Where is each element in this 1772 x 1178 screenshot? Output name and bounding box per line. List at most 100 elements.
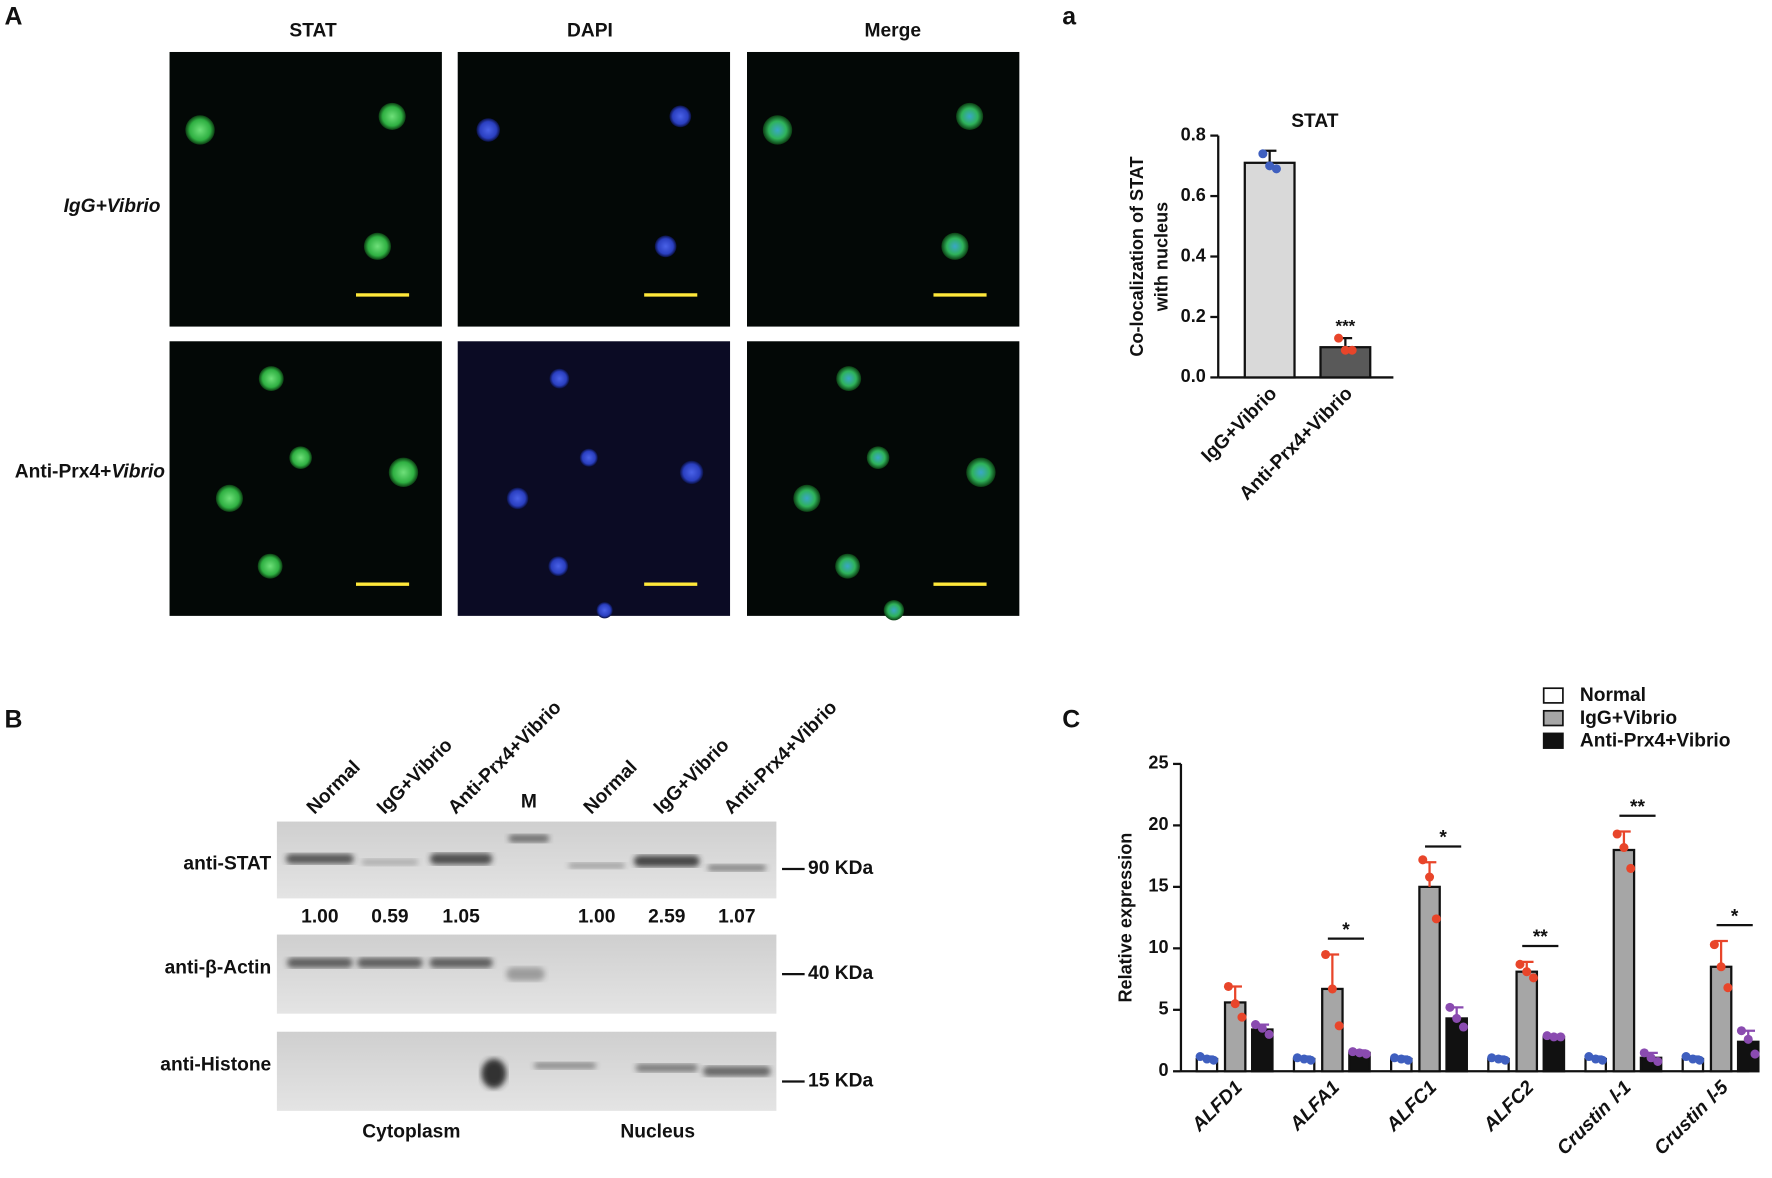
cell bbox=[941, 232, 969, 260]
data-point bbox=[1597, 1055, 1607, 1065]
data-point bbox=[1334, 1021, 1344, 1031]
marker-label: 90 KDa bbox=[808, 858, 873, 879]
cell bbox=[762, 115, 793, 145]
lane-label: M bbox=[521, 791, 537, 812]
x-tick-label: IgG+Vibrio bbox=[1198, 383, 1282, 467]
cell bbox=[883, 600, 905, 621]
data-point bbox=[1522, 967, 1532, 977]
quantification: 1.07 bbox=[718, 907, 755, 928]
micrograph bbox=[169, 51, 442, 327]
group-label: Nucleus bbox=[620, 1121, 695, 1142]
cell bbox=[378, 102, 406, 130]
cell bbox=[549, 368, 570, 389]
row-label: Anti-Prx4+Vibrio bbox=[15, 461, 166, 482]
data-point bbox=[1306, 1055, 1316, 1065]
data-point bbox=[1743, 1034, 1753, 1044]
y-axis-label: with nucleus bbox=[1152, 202, 1172, 312]
x-tick-label: ALFC2 bbox=[1479, 1077, 1539, 1137]
data-point bbox=[1334, 333, 1344, 343]
significance-label: *** bbox=[1335, 316, 1355, 335]
band bbox=[287, 957, 353, 968]
data-point bbox=[1257, 1023, 1267, 1033]
data-point bbox=[1265, 161, 1275, 171]
y-tick-label: 0.2 bbox=[1181, 306, 1206, 326]
data-point bbox=[1327, 984, 1337, 994]
band bbox=[568, 862, 625, 869]
data-point bbox=[1425, 872, 1435, 882]
y-tick-label: 25 bbox=[1148, 753, 1168, 773]
data-point bbox=[1646, 1053, 1656, 1063]
cell bbox=[257, 553, 283, 579]
quantification: 1.00 bbox=[301, 907, 338, 928]
data-point bbox=[1264, 1029, 1274, 1039]
data-point bbox=[1653, 1056, 1663, 1066]
y-tick-label: 20 bbox=[1148, 814, 1168, 834]
data-point bbox=[1750, 1049, 1760, 1059]
lane-label: Anti-Prx4+Vibrio bbox=[444, 697, 565, 818]
y-tick-label: 0.4 bbox=[1181, 245, 1206, 265]
bar bbox=[1243, 161, 1296, 379]
y-axis-label: Relative expression bbox=[1115, 833, 1135, 1003]
band bbox=[430, 853, 493, 865]
data-point bbox=[1529, 973, 1539, 983]
lane-label: Normal bbox=[580, 757, 642, 819]
data-point bbox=[1418, 855, 1428, 865]
data-point bbox=[1321, 949, 1331, 960]
cell bbox=[258, 366, 284, 391]
significance-label: * bbox=[1439, 828, 1447, 849]
significance-label: ** bbox=[1533, 927, 1548, 948]
data-point bbox=[1716, 962, 1726, 972]
legend-label: Normal bbox=[1580, 685, 1646, 706]
significance-label: ** bbox=[1630, 797, 1645, 818]
lane-label: IgG+Vibrio bbox=[373, 735, 457, 819]
quantification: 0.59 bbox=[371, 907, 408, 928]
bar bbox=[1709, 965, 1733, 1073]
data-point bbox=[1445, 1002, 1455, 1012]
data-point bbox=[1681, 1052, 1691, 1062]
data-point bbox=[1403, 1055, 1413, 1065]
data-point bbox=[1723, 983, 1733, 993]
data-point bbox=[1202, 1054, 1212, 1064]
quantification: 1.00 bbox=[578, 907, 615, 928]
cell bbox=[654, 235, 677, 258]
band bbox=[707, 864, 767, 872]
data-point bbox=[1452, 1013, 1462, 1023]
data-point bbox=[1299, 1054, 1309, 1064]
data-point bbox=[1237, 1012, 1247, 1022]
row-label: IgG+Vibrio bbox=[64, 196, 161, 217]
cell bbox=[835, 553, 861, 579]
data-point bbox=[1271, 164, 1281, 174]
lane-label: Anti-Prx4+Vibrio bbox=[720, 697, 841, 818]
cell bbox=[388, 457, 419, 488]
micrograph bbox=[747, 51, 1020, 327]
column-header: STAT bbox=[289, 21, 337, 42]
data-point bbox=[1612, 829, 1622, 839]
micrographs bbox=[169, 51, 1020, 621]
y-tick-label: 15 bbox=[1148, 876, 1168, 896]
data-point bbox=[1347, 345, 1357, 355]
legend-swatch bbox=[1542, 687, 1564, 704]
significance-label: * bbox=[1731, 906, 1739, 927]
data-point bbox=[1348, 1047, 1358, 1057]
lane-label: Normal bbox=[303, 757, 365, 819]
band bbox=[635, 1063, 698, 1072]
data-point bbox=[1230, 999, 1240, 1009]
cell bbox=[669, 105, 692, 128]
cell bbox=[956, 102, 984, 130]
data-point bbox=[1626, 863, 1636, 873]
data-point bbox=[1390, 1053, 1400, 1063]
panel-label: a bbox=[1062, 3, 1076, 31]
panel-label: B bbox=[5, 706, 23, 734]
legend-label: IgG+Vibrio bbox=[1580, 708, 1677, 729]
data-point bbox=[1639, 1048, 1649, 1058]
cell bbox=[793, 484, 821, 512]
cell bbox=[363, 232, 392, 260]
cell bbox=[476, 118, 500, 142]
column-header: DAPI bbox=[567, 21, 613, 42]
error-bar bbox=[1325, 953, 1340, 989]
charts: 0.00.20.40.60.8IgG+VibrioAnti-Prx4+Vibri… bbox=[1115, 111, 1760, 1159]
y-axis-label: Co-localization of STAT bbox=[1127, 156, 1147, 356]
legend-swatch bbox=[1542, 732, 1564, 749]
bar bbox=[1612, 848, 1636, 1073]
